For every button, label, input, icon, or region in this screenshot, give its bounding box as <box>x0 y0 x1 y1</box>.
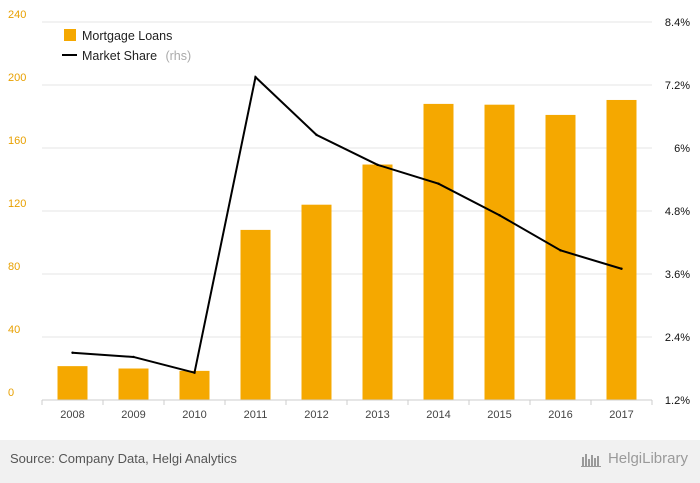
x-tick-label: 2009 <box>121 409 145 421</box>
library-icon <box>580 453 601 467</box>
bars <box>57 99 637 401</box>
legend-label-market-share: Market Share (rhs) <box>82 47 191 64</box>
line-market-share <box>72 75 622 374</box>
right-tick-label: 4.8% <box>665 206 690 218</box>
point-market-share-2016 <box>559 249 562 252</box>
brand-logo[interactable]: HelgiLibrary <box>580 450 688 467</box>
legend-swatch-mortgage-loans <box>64 29 76 41</box>
source-text: Source: Company Data, Helgi Analytics <box>10 451 237 466</box>
left-tick-label: 200 <box>8 72 26 84</box>
right-tick-label: 6% <box>674 143 690 155</box>
bar-mortgage-loans-2015 <box>484 104 515 400</box>
bar-mortgage-loans-2009 <box>118 368 149 400</box>
left-tick-label: 40 <box>8 324 20 336</box>
x-tick-label: 2008 <box>60 409 84 421</box>
x-tick-label: 2015 <box>487 409 511 421</box>
right-tick-label: 1.2% <box>665 395 690 407</box>
point-market-share-2011 <box>254 75 257 79</box>
left-tick-label: 80 <box>8 261 20 273</box>
bar-mortgage-loans-2016 <box>545 114 576 401</box>
legend-market-share-note: (rhs) <box>165 49 191 63</box>
point-market-share-2013 <box>376 163 379 166</box>
bar-mortgage-loans-2008 <box>57 366 88 400</box>
left-tick-label: 160 <box>8 135 26 147</box>
legend-label-mortgage-loans: Mortgage Loans <box>82 29 172 43</box>
bar-mortgage-loans-2014 <box>423 103 454 401</box>
point-market-share-2015 <box>498 214 501 217</box>
right-axis-ticks: 1.2% 2.4% 3.6% 4.8% 6% 7.2% 8.4% <box>665 17 690 407</box>
right-tick-label: 2.4% <box>665 332 690 344</box>
bar-mortgage-loans-2011 <box>240 229 271 400</box>
left-axis-ticks: 0 40 80 120 160 200 240 <box>8 9 26 399</box>
market-share-line-layer <box>71 75 623 374</box>
legend-market-share-name: Market Share <box>82 49 157 63</box>
brand-name: HelgiLibrary <box>607 450 688 467</box>
x-tick-label: 2011 <box>244 409 268 421</box>
bar-mortgage-loans-2017 <box>606 99 637 401</box>
chart: 2008 2009 2010 2011 2012 2013 2014 2015 2016 2017… <box>8 9 690 421</box>
footer: Source: Company Data, Helgi Analytics He… <box>0 440 700 483</box>
point-market-share-2014 <box>437 182 440 185</box>
x-tick-label: 2013 <box>365 409 389 421</box>
point-market-share-2017 <box>620 267 623 270</box>
point-market-share-2012 <box>315 133 318 137</box>
left-tick-label: 0 <box>8 387 14 399</box>
x-tick-label: 2012 <box>304 409 328 421</box>
bar-mortgage-loans-2013 <box>362 164 393 400</box>
point-market-share-2008 <box>71 351 74 354</box>
x-tick-label: 2014 <box>426 409 450 421</box>
point-market-share-2009 <box>132 355 135 359</box>
right-tick-label: 8.4% <box>665 17 690 29</box>
bar-mortgage-loans-2012 <box>301 204 332 400</box>
x-tick-label: 2010 <box>182 409 206 421</box>
left-tick-label: 120 <box>8 198 26 210</box>
bar-mortgage-loans-2010 <box>179 370 210 400</box>
right-tick-label: 3.6% <box>665 269 690 281</box>
left-tick-label: 240 <box>8 9 26 21</box>
x-tick-label: 2017 <box>609 409 633 421</box>
x-axis: 2008 2009 2010 2011 2012 2013 2014 2015 2016 2017 <box>41 399 653 421</box>
x-tick-label: 2016 <box>548 409 572 421</box>
legend: Mortgage Loans Market Share (rhs) <box>62 29 191 64</box>
right-tick-label: 7.2% <box>665 80 690 92</box>
point-market-share-2010 <box>193 371 196 374</box>
